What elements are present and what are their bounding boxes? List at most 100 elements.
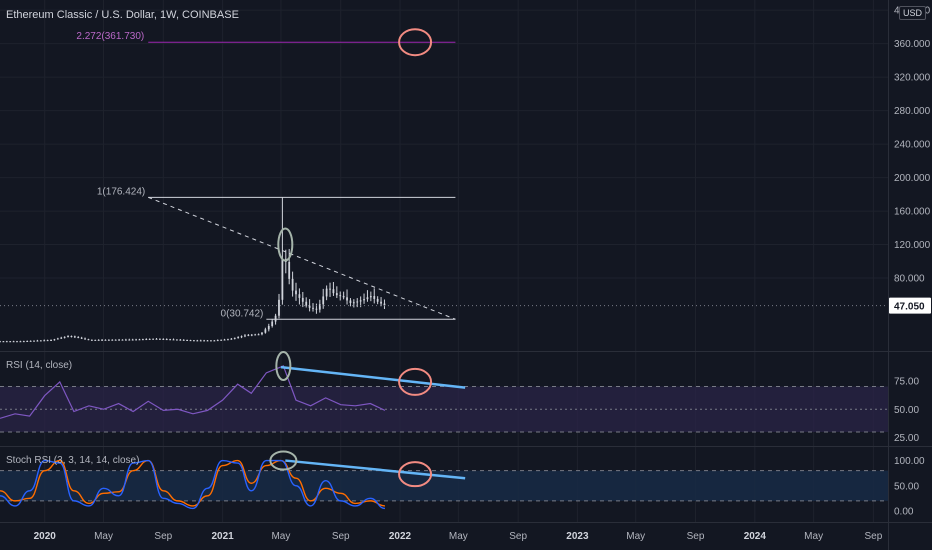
candle-body [33, 340, 35, 342]
candle-body [359, 300, 362, 302]
time-tick-label: Sep [509, 531, 527, 542]
candle-body [366, 297, 369, 300]
candle-body [46, 340, 49, 342]
candle-body [267, 325, 270, 330]
candle-body [352, 302, 355, 304]
time-tick-label: May [626, 531, 645, 542]
candle-body [322, 296, 325, 305]
candle-body [278, 299, 280, 316]
candle-body [121, 339, 124, 341]
candle-body [339, 295, 342, 297]
price-tick-label: 280.000 [894, 106, 931, 117]
candle-body [155, 338, 158, 340]
candle-body [329, 288, 331, 290]
candle-body [369, 296, 372, 298]
candle-body [19, 341, 22, 343]
rsi-pane-title: RSI (14, close) [6, 360, 73, 371]
price-tick-label: 120.000 [894, 240, 931, 251]
candle-body [247, 334, 250, 336]
candle-body [356, 301, 359, 303]
stoch-rsi-pane[interactable] [0, 459, 386, 510]
candle-body [210, 340, 212, 342]
candle-body [29, 340, 32, 342]
candle-body [94, 339, 97, 341]
candle-body [148, 338, 151, 340]
candle-body [240, 336, 243, 338]
price-peak-circle [277, 227, 294, 262]
candle-body [169, 339, 172, 341]
candle-body [312, 307, 314, 309]
stoch-tick-label: 0.00 [894, 506, 914, 517]
candle-body [308, 305, 311, 308]
price-tick-label: 80.000 [894, 274, 925, 285]
candle-body [315, 308, 318, 310]
candle-body [349, 300, 352, 304]
candle-body [5, 341, 8, 343]
time-tick-label: May [271, 531, 290, 542]
candle-body [196, 340, 199, 342]
stoch-trendline [285, 459, 466, 480]
stoch-d-line [0, 459, 385, 507]
candle-body [22, 341, 25, 343]
rsi-pane[interactable] [0, 365, 386, 419]
candle-body [261, 332, 263, 335]
candle-body [77, 337, 80, 339]
candle-body [111, 339, 114, 341]
price-tick-label: 160.000 [894, 207, 931, 218]
candle-body [193, 340, 195, 342]
currency-badge[interactable]: USD [898, 6, 926, 20]
candle-body [213, 340, 216, 342]
candle-body [107, 339, 110, 341]
candle-body [189, 340, 192, 342]
candle-body [12, 341, 15, 343]
candle-body [264, 329, 267, 333]
last-price-label: 47.050 [894, 302, 925, 313]
candle-body [2, 341, 5, 343]
candle-body [172, 339, 175, 341]
candle-body [152, 338, 155, 340]
candle-body [233, 337, 236, 339]
candle-body [36, 340, 39, 342]
rsi-band-fill [0, 386, 888, 433]
candle-body [206, 340, 209, 342]
rsi-tick-label: 75.00 [894, 376, 919, 387]
candle-body [145, 339, 148, 341]
candle-body [216, 340, 219, 342]
stoch-peak-circle [269, 450, 298, 471]
stoch-k-line [0, 459, 386, 510]
candle-body [220, 339, 223, 341]
rsi-target-circle [398, 367, 433, 396]
rsi-peak-circle [275, 350, 292, 381]
candle-body [63, 336, 66, 338]
candle-body [199, 340, 202, 342]
fib-level-0-label: 0(30.742) [221, 308, 264, 319]
fib-level-1-label: 1(176.424) [97, 186, 145, 197]
candle-body [176, 339, 178, 341]
candle-body [97, 339, 100, 341]
candle-body [295, 290, 297, 295]
chart-title: Ethereum Classic / U.S. Dollar, 1W, COIN… [6, 9, 239, 21]
candle-body [373, 296, 376, 299]
candle-body [274, 315, 277, 322]
drawing-annotations: 1(176.424) 0(30.742) 2.272(361.730) [0, 28, 888, 488]
candle-body [203, 340, 206, 342]
candle-body [250, 334, 253, 336]
stoch-tick-label: 100.00 [894, 456, 925, 467]
candle-body [237, 337, 240, 339]
candle-body [26, 341, 29, 343]
candle-body [70, 336, 73, 338]
candle-body [131, 339, 134, 341]
last-price-tag [889, 297, 931, 314]
candle-body [9, 341, 12, 343]
time-tick-label: Sep [865, 531, 883, 542]
candle-body [141, 339, 144, 341]
candle-body [342, 295, 345, 298]
candle-body [281, 258, 284, 300]
rsi-line [0, 365, 386, 419]
candle-body [73, 336, 76, 338]
time-tick-label: Sep [332, 531, 350, 542]
candle-body [291, 278, 294, 291]
